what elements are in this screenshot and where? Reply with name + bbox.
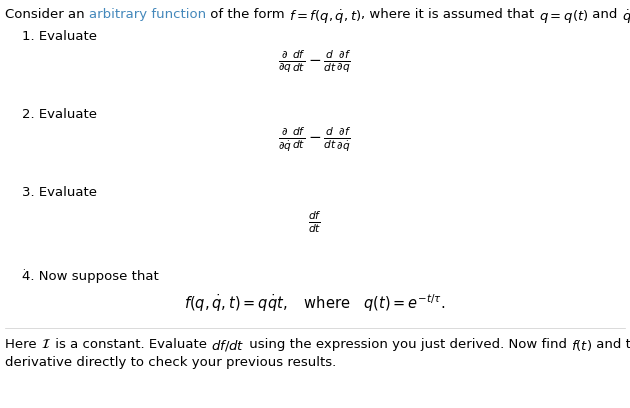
Text: $df/dt$: $df/dt$ bbox=[211, 338, 244, 353]
Text: $f(q, \dot{q}, t) = q\dot{q}t, \quad \text{where} \quad q(t) = e^{-t/\tau}.$: $f(q, \dot{q}, t) = q\dot{q}t, \quad \te… bbox=[185, 292, 445, 314]
Text: 4. Now suppose that: 4. Now suppose that bbox=[22, 270, 159, 283]
Text: $\cdot$: $\cdot$ bbox=[22, 263, 26, 272]
Text: and take its time: and take its time bbox=[592, 338, 630, 351]
Text: $f = f(q, \dot{q}, t)$: $f = f(q, \dot{q}, t)$ bbox=[289, 8, 361, 26]
Text: , where it is assumed that: , where it is assumed that bbox=[361, 8, 539, 21]
Text: derivative directly to check your previous results.: derivative directly to check your previo… bbox=[5, 356, 336, 369]
Text: $\frac{\partial}{\partial \dot{q}}\frac{df}{dt} - \frac{d}{dt}\frac{\partial f}{: $\frac{\partial}{\partial \dot{q}}\frac{… bbox=[278, 126, 352, 154]
Text: $\frac{\partial}{\partial q}\frac{df}{dt} - \frac{d}{dt}\frac{\partial f}{\parti: $\frac{\partial}{\partial q}\frac{df}{dt… bbox=[278, 49, 352, 75]
Text: of the form: of the form bbox=[206, 8, 289, 21]
Text: Here: Here bbox=[5, 338, 41, 351]
Text: $\dot{q} \equiv dq/dt$: $\dot{q} \equiv dq/dt$ bbox=[622, 8, 630, 26]
Text: using the expression you just derived. Now find: using the expression you just derived. N… bbox=[244, 338, 571, 351]
Text: and: and bbox=[588, 8, 622, 21]
Text: is a constant. Evaluate: is a constant. Evaluate bbox=[50, 338, 211, 351]
Text: $f(t)$: $f(t)$ bbox=[571, 338, 592, 353]
Text: Consider an: Consider an bbox=[5, 8, 89, 21]
Text: $q = q(t)$: $q = q(t)$ bbox=[539, 8, 588, 25]
Text: arbitrary function: arbitrary function bbox=[89, 8, 206, 21]
Text: 1. Evaluate: 1. Evaluate bbox=[22, 30, 97, 43]
Text: 2. Evaluate: 2. Evaluate bbox=[22, 108, 97, 121]
Text: 3. Evaluate: 3. Evaluate bbox=[22, 186, 97, 199]
Text: $\frac{df}{dt}$: $\frac{df}{dt}$ bbox=[308, 209, 322, 235]
Text: $\mathcal{I}$: $\mathcal{I}$ bbox=[41, 338, 50, 351]
